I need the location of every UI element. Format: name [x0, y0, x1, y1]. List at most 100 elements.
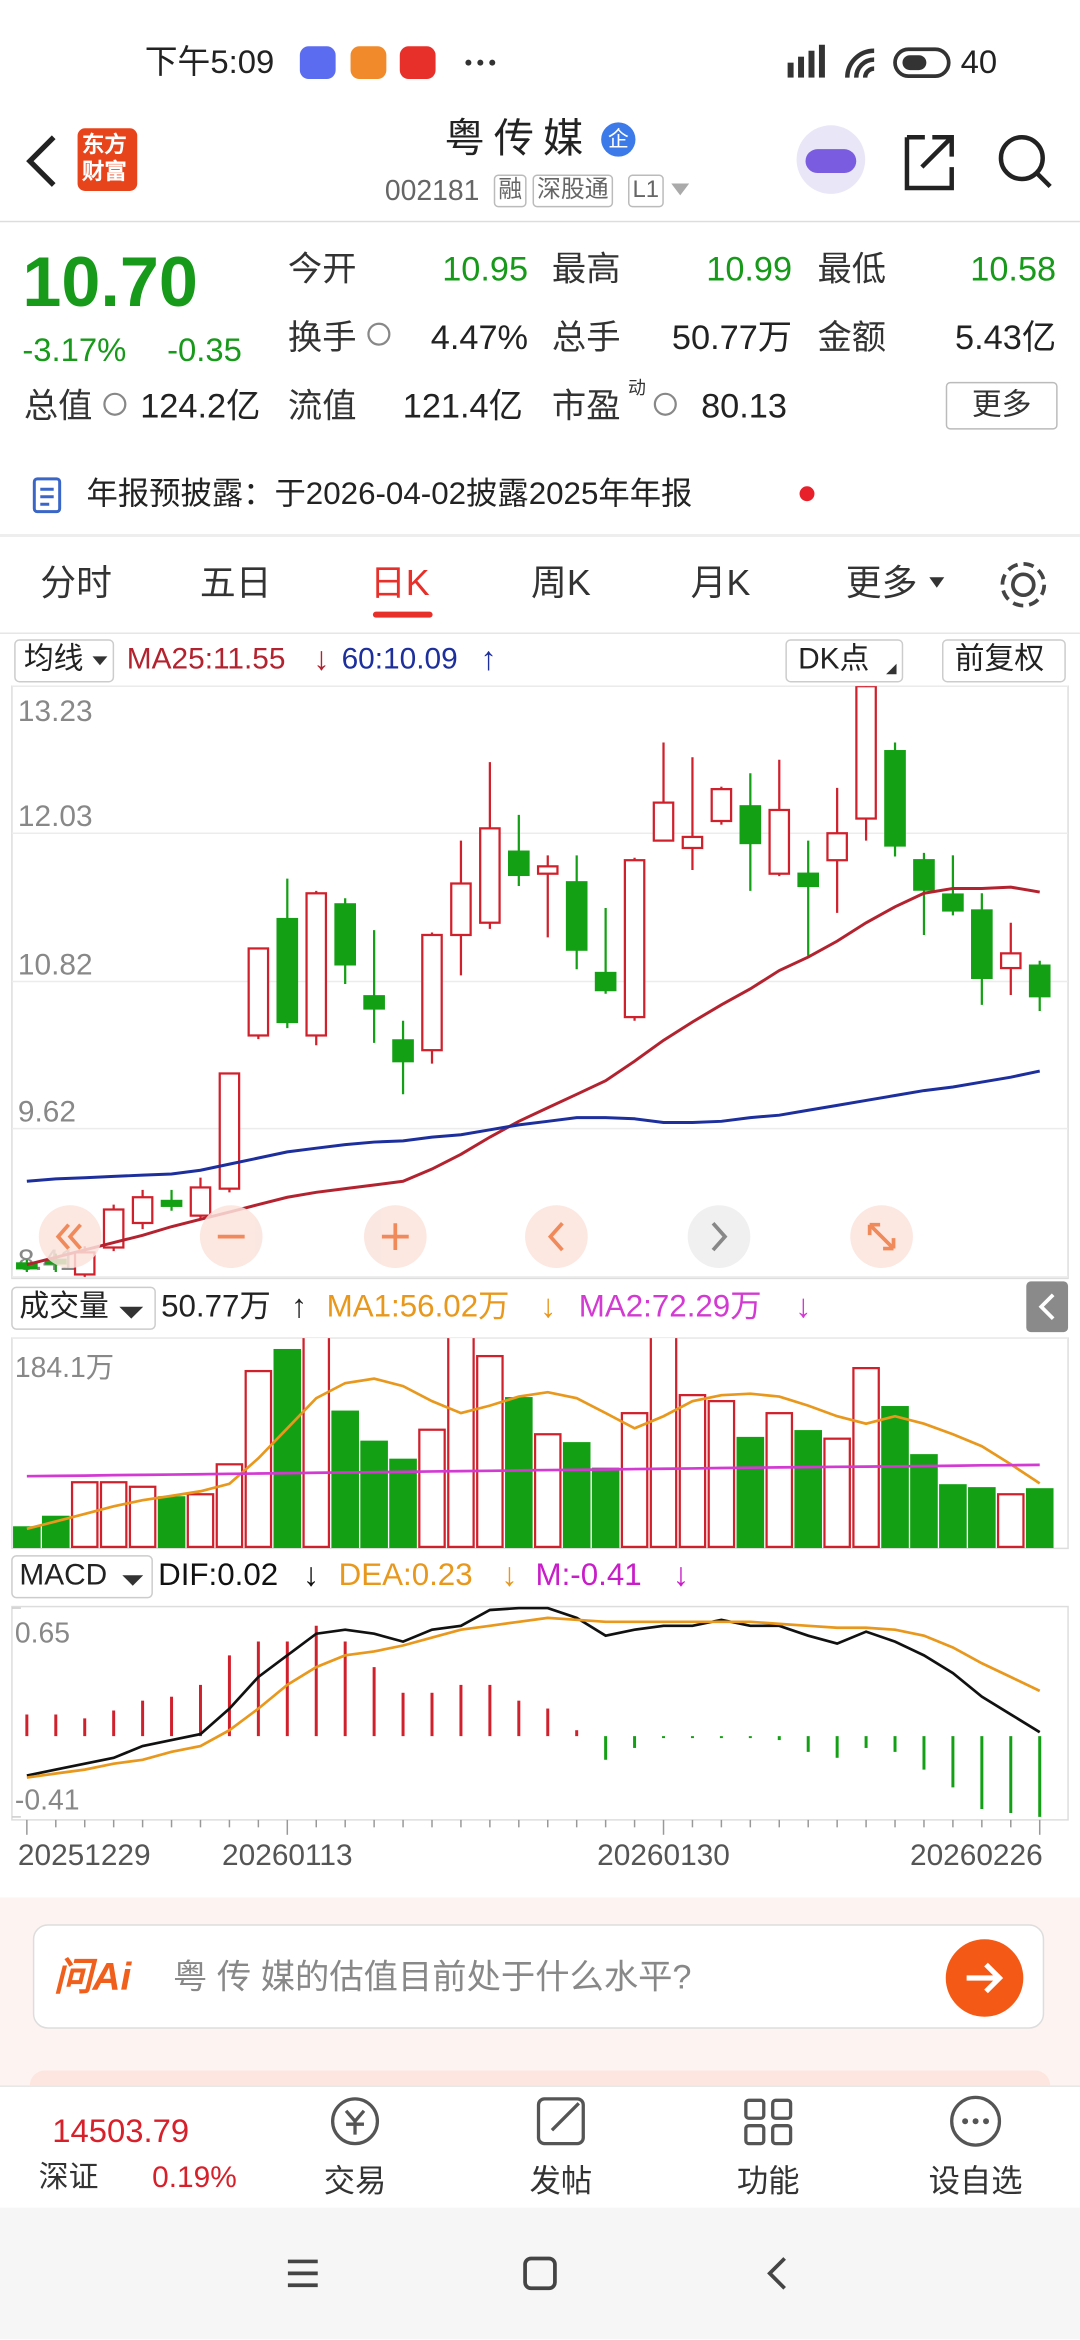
volume-current: 50.77万	[161, 1289, 271, 1324]
stock-tag: 融	[493, 174, 527, 208]
volume-bar	[13, 1526, 41, 1549]
info-icon[interactable]	[653, 392, 677, 416]
tab[interactable]: 分时	[40, 563, 112, 605]
macd-line	[26, 1606, 1041, 1777]
watch-icon	[950, 2095, 1002, 2147]
candle-body	[623, 859, 646, 1019]
volume-bar	[476, 1354, 504, 1549]
collapse-icon	[1038, 1293, 1055, 1320]
chart-controls	[38, 1205, 913, 1268]
volume-bar	[186, 1493, 215, 1549]
more-button[interactable]: 更多	[945, 381, 1058, 430]
y-tick-label: 184.1万	[15, 1352, 114, 1384]
ma-selector-box[interactable]	[14, 639, 115, 683]
control-button[interactable]	[525, 1205, 588, 1268]
notice-text[interactable]: 年报预披露：于2026-04-02披露2025年年报	[86, 477, 693, 512]
tab[interactable]: 五日	[199, 563, 272, 605]
ai-input[interactable]	[32, 1924, 1045, 2029]
x-tick-label: 20260130	[597, 1839, 730, 1872]
field-label-sup: 动	[628, 377, 646, 399]
control-button[interactable]	[687, 1205, 751, 1268]
divider	[0, 220, 1080, 223]
tab[interactable]: 日K	[369, 563, 430, 605]
nav-item[interactable]: 功能	[736, 2164, 800, 2199]
ai-card-edge	[29, 2070, 1051, 2089]
ai-placeholder[interactable]: 粤 传 媒的估值目前处于什么水平?	[173, 1957, 692, 1996]
field-value: 10.99	[706, 249, 793, 288]
volume-bar	[418, 1428, 446, 1549]
y-tick-label: 0.65	[15, 1617, 70, 1649]
index-name[interactable]: 深证	[38, 2161, 99, 2195]
menu-button[interactable]	[287, 2259, 318, 2288]
volume-bar	[996, 1493, 1025, 1549]
back-button[interactable]	[15, 131, 75, 191]
macd-selector: MACD	[19, 1559, 107, 1592]
post-pen	[550, 2102, 580, 2132]
macd-plot	[25, 1606, 1042, 1817]
y-tick-label: 12.03	[18, 800, 93, 833]
tab[interactable]: 更多	[845, 563, 918, 605]
dk-button[interactable]: DK点	[798, 643, 869, 676]
header-actions	[796, 125, 1052, 194]
volume-bar	[678, 1394, 707, 1549]
logo-text: 财富	[82, 159, 127, 185]
index-change[interactable]: 0.19%	[152, 2161, 237, 2195]
volume-ma-line	[26, 1463, 1040, 1478]
control-icon	[547, 1221, 564, 1252]
nav-item[interactable]: 设自选	[928, 2164, 1023, 2199]
candle-body	[884, 750, 906, 847]
settings-icon[interactable]	[993, 555, 1053, 615]
stock-badge: 企	[601, 122, 636, 157]
ai-send-button[interactable]	[943, 1936, 1027, 2020]
volume-bar	[765, 1412, 794, 1549]
volume-bar	[505, 1397, 533, 1549]
trade-icon	[331, 2097, 380, 2146]
volume-current-trend: ↑	[291, 1287, 307, 1324]
dk-button-box[interactable]	[785, 639, 904, 683]
candle-body	[479, 827, 501, 924]
trade-icon-symbol	[344, 2109, 366, 2135]
field-label: 今开	[287, 249, 357, 288]
signal-bar	[787, 62, 794, 78]
tab[interactable]: 周K	[531, 563, 591, 605]
field-label: 市盈	[551, 386, 621, 426]
system-nav-icons	[287, 2256, 786, 2291]
share-icon[interactable]	[904, 134, 954, 191]
info-icon[interactable]	[103, 392, 127, 416]
back-system-button[interactable]	[767, 2257, 786, 2290]
status-signal	[787, 44, 951, 78]
candle-body	[305, 892, 328, 1037]
legend-label: MA25:11.55	[127, 643, 286, 676]
index-value[interactable]: 14503.79	[52, 2112, 190, 2150]
dk-corner	[886, 663, 897, 675]
candle-body	[652, 801, 675, 842]
tab[interactable]: 月K	[690, 563, 751, 605]
post-icon	[536, 2097, 585, 2146]
legend-label: M:-0.41	[536, 1557, 642, 1592]
legend-trend: ↓	[795, 1287, 811, 1324]
macd-frame	[11, 1605, 1069, 1821]
system-nav	[0, 2207, 1080, 2340]
adjust-button-box[interactable]	[942, 639, 1066, 683]
y-tick-label: 9.62	[18, 1096, 76, 1129]
control-icon	[711, 1221, 728, 1252]
app-icon	[399, 46, 436, 80]
volume-bar	[823, 1437, 851, 1549]
nav-item[interactable]: 发帖	[529, 2164, 593, 2199]
adjust-button[interactable]: 前复权	[955, 643, 1044, 676]
logo: 东方 财富	[77, 128, 138, 191]
collapse-tab[interactable]	[1026, 1281, 1069, 1333]
nav-item[interactable]: 交易	[323, 2164, 387, 2199]
volume-bar	[736, 1436, 765, 1549]
legend-trend: ↑	[480, 639, 496, 676]
volume-selector-box[interactable]	[11, 1286, 156, 1330]
volume-bar	[447, 1338, 475, 1549]
info-icon[interactable]	[367, 322, 391, 346]
search-icon[interactable]	[998, 134, 1045, 182]
home-button[interactable]	[523, 2256, 557, 2291]
wifi-icon	[845, 48, 875, 78]
macd-selector-box[interactable]	[11, 1555, 153, 1599]
nav-icons	[331, 2095, 1002, 2147]
dropdown-icon[interactable]	[668, 179, 695, 200]
volume-bar	[939, 1484, 967, 1549]
